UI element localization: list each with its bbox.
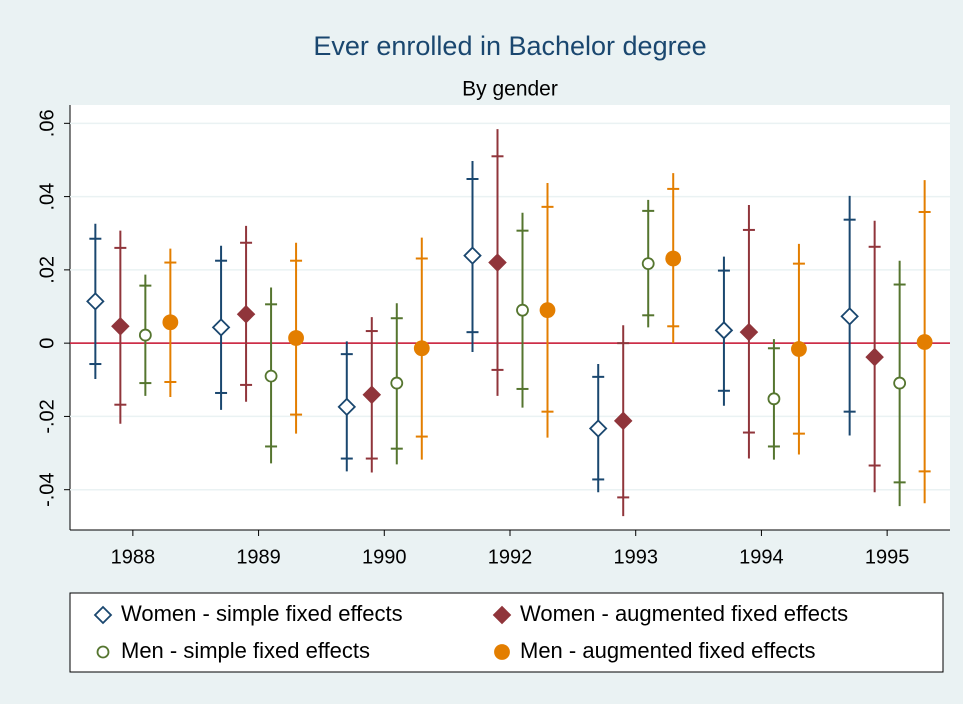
marker — [840, 307, 859, 326]
marker — [916, 334, 933, 350]
y-tick-label: 0 — [36, 338, 58, 349]
legend-label: Men - simple fixed effects — [121, 638, 370, 663]
x-tick-label: 1990 — [362, 546, 407, 568]
marker — [865, 347, 884, 367]
x-tick-label: 1992 — [488, 546, 533, 568]
legend-label: Men - augmented fixed effects — [520, 638, 816, 663]
marker — [362, 385, 382, 405]
y-tick-label: .04 — [36, 183, 58, 211]
marker — [767, 392, 781, 406]
y-tick-label: .02 — [36, 256, 58, 284]
x-tick-label: 1989 — [236, 546, 281, 568]
legend-marker — [492, 605, 512, 625]
plot-area — [70, 105, 950, 530]
legend-label: Women - augmented fixed effects — [520, 601, 848, 626]
y-tick-label: -.04 — [36, 472, 58, 506]
marker — [288, 330, 304, 346]
marker — [86, 292, 105, 311]
y-tick-label: .06 — [36, 109, 58, 137]
legend-marker — [93, 605, 113, 625]
marker — [264, 369, 278, 383]
marker — [539, 302, 556, 319]
marker — [162, 314, 179, 331]
marker — [739, 322, 759, 342]
chart-title: Ever enrolled in Bachelor degree — [313, 31, 706, 61]
marker — [893, 376, 907, 390]
marker — [613, 411, 633, 431]
marker — [111, 317, 130, 336]
legend-box — [69, 592, 944, 673]
legend-label: Women - simple fixed effects — [121, 601, 403, 626]
y-tick-label: -.02 — [36, 399, 58, 433]
legend-marker — [494, 644, 510, 660]
marker — [665, 250, 682, 267]
marker — [588, 419, 608, 438]
marker — [236, 304, 256, 324]
marker — [791, 341, 807, 357]
x-tick-label: 1995 — [865, 546, 910, 568]
x-tick-label: 1993 — [613, 546, 658, 568]
marker — [337, 397, 357, 417]
marker — [714, 321, 734, 340]
chart-subtitle: By gender — [462, 78, 558, 101]
legend-marker — [96, 645, 110, 659]
x-tick-label: 1994 — [739, 546, 784, 568]
marker — [211, 318, 231, 337]
marker — [488, 253, 507, 272]
marker — [463, 246, 482, 265]
marker — [413, 340, 430, 357]
marker — [641, 257, 655, 271]
x-tick-label: 1988 — [111, 546, 156, 568]
marker — [390, 376, 404, 390]
marker — [138, 328, 152, 342]
marker — [516, 303, 529, 317]
